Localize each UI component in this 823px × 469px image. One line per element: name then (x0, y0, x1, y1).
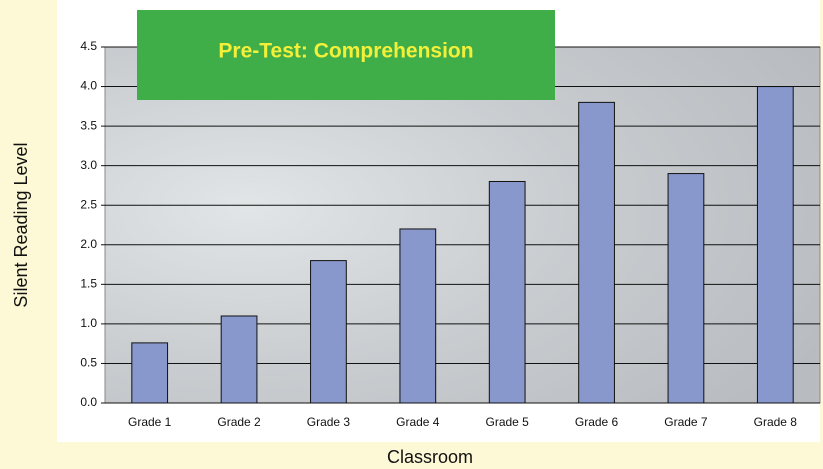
bar (488, 180, 526, 404)
y-tick-label: 0.5 (80, 356, 97, 370)
y-tick-label: 3.5 (80, 118, 97, 132)
x-tick-label: Grade 5 (486, 415, 530, 429)
y-axis-label: Silent Reading Level (11, 142, 31, 307)
x-tick-label: Grade 3 (307, 415, 351, 429)
bar (756, 86, 794, 404)
chart-title: Pre-Test: Comprehension (218, 40, 473, 63)
x-tick-label: Grade 4 (396, 415, 440, 429)
title-box (137, 10, 555, 100)
bar (220, 315, 258, 404)
x-tick-label: Grade 1 (128, 415, 172, 429)
y-tick-label: 1.0 (80, 316, 97, 330)
bar (131, 342, 169, 404)
y-tick-label: 3.0 (80, 158, 97, 172)
y-tick-label: 4.0 (80, 79, 97, 93)
x-tick-label: Grade 6 (575, 415, 619, 429)
plot-area (104, 46, 821, 404)
y-tick-label: 1.5 (80, 277, 97, 291)
bar (310, 260, 347, 404)
x-tick-label: Grade 2 (217, 415, 261, 429)
y-tick-label: 4.5 (80, 39, 97, 53)
bar (578, 101, 615, 404)
x-tick-label: Grade 8 (754, 415, 798, 429)
y-tick-label: 0.0 (80, 395, 97, 409)
x-tick-label: Grade 7 (664, 415, 708, 429)
x-axis-label: Classroom (387, 447, 473, 467)
y-tick-label: 2.0 (80, 237, 97, 251)
bar (399, 228, 437, 404)
bar (667, 173, 705, 404)
y-tick-label: 2.5 (80, 197, 97, 211)
